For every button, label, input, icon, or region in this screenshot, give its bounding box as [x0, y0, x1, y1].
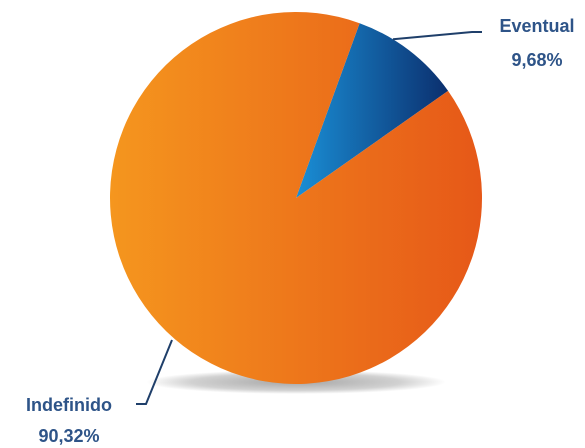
pie-slice-eventual	[296, 23, 449, 198]
slice-label-eventual: Eventual	[499, 16, 574, 36]
leader-lines	[136, 31, 482, 405]
slice-label-indefinido: Indefinido	[26, 395, 112, 415]
pie-slice-indefinido	[110, 12, 483, 385]
pie-slices	[110, 12, 483, 385]
leader-line-eventual	[392, 31, 482, 41]
slice-value-eventual: 9,68%	[511, 50, 562, 70]
leader-line-indefinido	[136, 339, 173, 405]
slice-value-indefinido: 90,32%	[38, 426, 99, 446]
